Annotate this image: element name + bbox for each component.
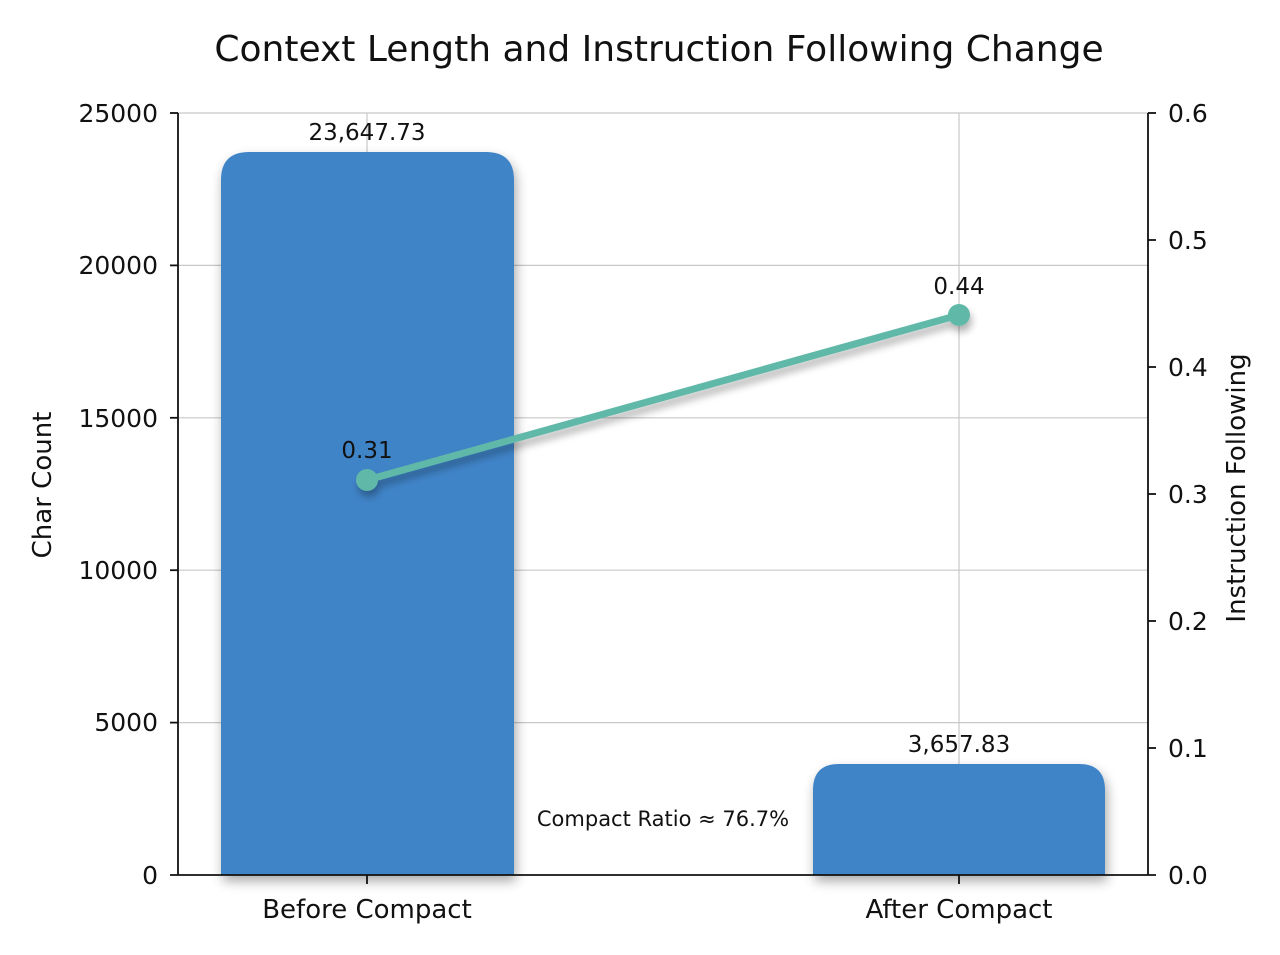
x-category-before-compact: Before Compact [262, 895, 472, 925]
line-point-before [356, 469, 378, 491]
ytick-right-0.1: 0.1 [1168, 734, 1208, 763]
ytick-right-0.6: 0.6 [1168, 99, 1208, 128]
ytick-0: 0 [142, 861, 158, 890]
left-y-tick-labels: 25000 20000 15000 10000 5000 0 [78, 99, 158, 890]
ytick-15000: 15000 [78, 404, 158, 433]
x-category-after-compact: After Compact [865, 895, 1052, 925]
right-y-tick-labels: 0.6 0.5 0.4 0.3 0.2 0.1 0.0 [1168, 99, 1208, 890]
ytick-right-0.2: 0.2 [1168, 607, 1208, 636]
ytick-right-0.4: 0.4 [1168, 353, 1208, 382]
bar-after-compact [813, 764, 1105, 875]
y-axis-label-left: Char Count [28, 412, 58, 559]
chart-title: Context Length and Instruction Following… [214, 29, 1103, 70]
ytick-right-0.5: 0.5 [1168, 226, 1208, 255]
line-series-instruction-following [356, 304, 970, 491]
axes [170, 112, 1156, 884]
line-label-before: 0.31 [341, 438, 392, 464]
bar-series-char-count [221, 152, 1105, 875]
compact-ratio-annotation: Compact Ratio ≈ 76.7% [537, 807, 789, 831]
bar-label-before: 23,647.73 [308, 120, 425, 146]
y-axis-label-right: Instruction Following [1222, 353, 1252, 622]
bar-before-compact [221, 152, 514, 875]
ytick-right-0.0: 0.0 [1168, 861, 1208, 890]
ytick-20000: 20000 [78, 251, 158, 280]
line-label-after: 0.44 [933, 274, 984, 300]
ytick-10000: 10000 [78, 556, 158, 585]
bar-label-after: 3,657.83 [908, 732, 1010, 758]
ytick-25000: 25000 [78, 99, 158, 128]
ytick-right-0.3: 0.3 [1168, 480, 1208, 509]
line-point-after [948, 304, 970, 326]
ytick-5000: 5000 [94, 708, 158, 737]
